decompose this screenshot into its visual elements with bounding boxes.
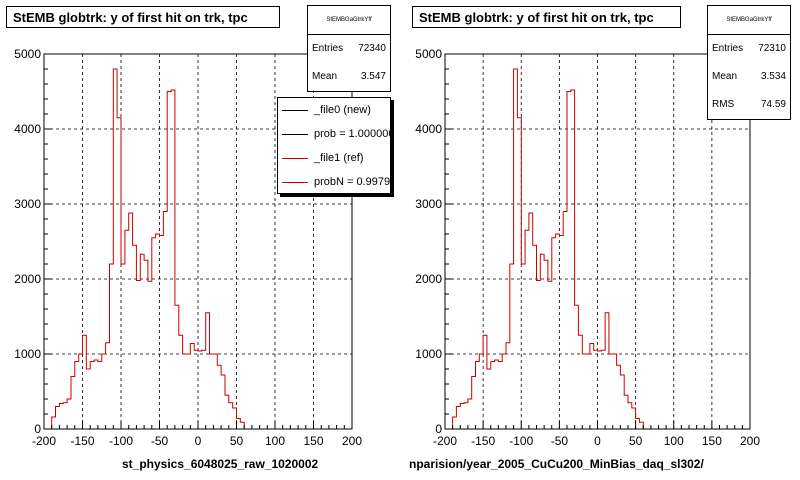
x-tick-label: -200	[433, 434, 457, 448]
stats-row-mean: Mean 3.534	[708, 63, 790, 91]
x-tick-label: 50	[629, 434, 643, 448]
stats-box-name: StEMBGaGtrkYff	[708, 6, 790, 35]
stats-label: Mean	[712, 71, 738, 82]
x-tick-label: -200	[32, 434, 56, 448]
y-tick-label: 0	[34, 422, 41, 436]
x-tick-label: 150	[702, 434, 722, 448]
x-tick-label: -50	[151, 434, 169, 448]
x-tick-label: 100	[265, 434, 285, 448]
x-tick-label: -50	[551, 434, 569, 448]
x-axis-footer-label: st_physics_6048025_raw_1020002	[122, 457, 319, 471]
x-tick-label: 200	[740, 434, 760, 448]
left-histogram-pad: -200 -150 -100 -50 0 50 100 150 200 0 1000 2000 3000…	[6, 5, 391, 471]
y-tick-label: 1000	[415, 347, 442, 361]
stats-label: Mean	[312, 71, 338, 82]
stats-row-entries: Entries 72340	[308, 35, 390, 63]
x-tick-label: -150	[471, 434, 495, 448]
left-histogram-plot: -200 -150 -100 -50 0 50 100 150 2000100020003000…	[14, 47, 362, 448]
y-tick-label: 5000	[415, 47, 442, 61]
histogram-title: StEMB globtrk: y of first hit on trk, tp…	[412, 6, 681, 28]
stats-value: 74.59	[760, 99, 786, 110]
legend-swatch	[282, 109, 308, 111]
y-tick-label: 1000	[14, 347, 41, 361]
stats-row-entries: Entries 72310	[708, 35, 790, 63]
x-tick-label: -100	[509, 434, 533, 448]
x-axis-footer-label: nparision/year_2005_CuCu200_MinBias_daq_…	[409, 457, 704, 471]
stats-row-rms: RMS 74.59	[708, 91, 790, 119]
stats-value: 72310	[758, 43, 786, 54]
y-tick-label: 0	[435, 422, 442, 436]
histogram-series-line	[51, 68, 245, 429]
x-tick-label: 50	[230, 434, 244, 448]
y-tick-label: 4000	[14, 122, 41, 136]
y-tick-label: 3000	[415, 197, 442, 211]
histogram-series-line	[452, 68, 644, 429]
stats-value: 3.534	[760, 71, 786, 82]
stats-label: Entries	[312, 43, 344, 54]
y-tick-label: 2000	[14, 272, 41, 286]
legend: _file0 (new) prob = 1.000000 _file1 (ref…	[277, 97, 391, 194]
stats-value: 3.547	[360, 71, 386, 82]
legend-label: prob = 1.000000	[314, 128, 391, 140]
legend-entry-probn: probN = 0.997983	[278, 170, 391, 193]
stats-box: StEMBGaGtrkYff Entries 72340 Mean 3.547	[307, 5, 391, 92]
x-tick-label: 100	[664, 434, 684, 448]
histogram-title: StEMB globtrk: y of first hit on trk, tp…	[6, 6, 280, 28]
y-tick-label: 3000	[14, 197, 41, 211]
legend-swatch	[282, 157, 308, 159]
y-tick-label: 5000	[14, 47, 41, 61]
x-tick-label: -100	[109, 434, 133, 448]
legend-entry-file1: _file1 (ref)	[278, 146, 390, 170]
x-tick-label: 200	[342, 434, 362, 448]
legend-label: _file0 (new)	[314, 104, 371, 116]
legend-swatch	[282, 181, 308, 183]
right-histogram-plot: -200 -150 -100 -50 0 50 100 150 2000100020003000…	[415, 47, 760, 448]
legend-entry-file0: _file0 (new)	[278, 98, 390, 122]
legend-label: _file1 (ref)	[314, 152, 364, 164]
stats-label: RMS	[712, 99, 735, 110]
x-tick-label: -150	[70, 434, 94, 448]
legend-swatch	[282, 133, 308, 135]
x-tick-label: 0	[594, 434, 601, 448]
stats-box: StEMBGaGtrkYff Entries 72310 Mean 3.534 …	[707, 5, 791, 120]
stats-row-mean: Mean 3.547	[308, 63, 390, 91]
x-tick-label: 0	[195, 434, 202, 448]
legend-label: probN = 0.997983	[314, 176, 391, 188]
stats-label: Entries	[712, 43, 744, 54]
stats-value: 72340	[358, 43, 386, 54]
stats-box-name: StEMBGaGtrkYff	[308, 6, 390, 35]
right-histogram-pad: -200 -150 -100 -50 0 50 100 150 200 0 1000 2000 3000…	[400, 0, 800, 480]
y-tick-label: 2000	[415, 272, 442, 286]
legend-entry-prob: prob = 1.000000	[278, 122, 390, 146]
x-tick-label: 150	[303, 434, 323, 448]
y-tick-label: 4000	[415, 122, 442, 136]
